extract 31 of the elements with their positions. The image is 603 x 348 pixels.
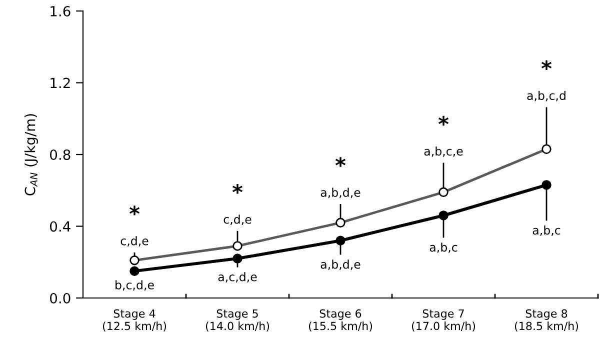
annotation: c,d,e	[120, 236, 148, 247]
y-axis-title: C$_{AN}$ (J/kg/m)	[24, 114, 38, 196]
annotation: a,b,d,e	[320, 188, 360, 198]
point	[438, 210, 448, 220]
annotation: c,d,e	[224, 214, 252, 225]
point	[336, 236, 346, 246]
annotation: a,b,c	[430, 242, 458, 253]
x-tick-label: Stage 5 (14.0 km/h)	[206, 309, 270, 332]
y-tick-label: 0.8	[50, 149, 70, 160]
point	[232, 254, 242, 264]
annotation: *	[129, 206, 140, 216]
y-tick-label: 1.2	[50, 78, 70, 88]
annotation: *	[232, 184, 243, 194]
annotation: a,b,d,e	[320, 260, 360, 270]
x-tick-label: Stage 8 (18.5 km/h)	[514, 309, 578, 332]
annotation: a,c,d,e	[218, 272, 257, 283]
annotation: a,b,c,e	[424, 146, 463, 157]
point	[130, 266, 140, 276]
annotation: a,b,c	[532, 226, 560, 236]
annotation: *	[541, 60, 552, 70]
point	[542, 180, 552, 190]
y-tick-label: 1.6	[50, 6, 70, 16]
annotation: *	[335, 157, 346, 167]
y-tick-label: 0.0	[50, 292, 70, 304]
x-tick-label: Stage 7 (17.0 km/h)	[412, 309, 476, 332]
annotation: a,b,c,d	[527, 90, 566, 102]
x-tick-label: Stage 4 (12.5 km/h)	[102, 309, 166, 332]
annotation: b,c,d,e	[116, 280, 154, 291]
x-tick-label: Stage 6 (15.5 km/h)	[308, 309, 372, 332]
y-tick-label: 0.4	[50, 221, 70, 232]
annotation: *	[438, 116, 449, 126]
